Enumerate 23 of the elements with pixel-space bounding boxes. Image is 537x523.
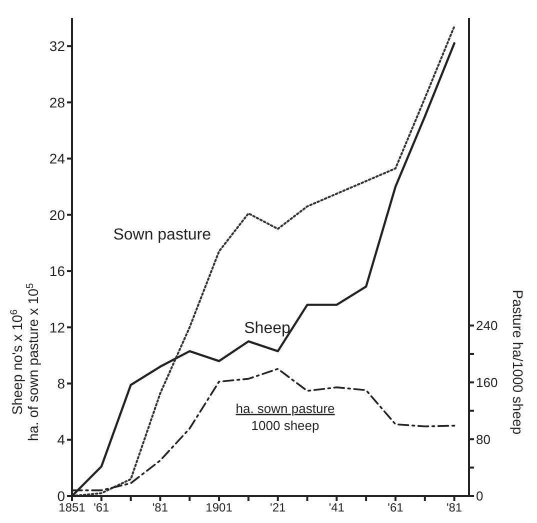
y2-tick-label: 160 xyxy=(476,374,498,390)
y-tick-label: 4 xyxy=(57,432,66,448)
y-tick-label: 12 xyxy=(49,319,66,336)
series-label: ha. sown pasture 1000 sheep xyxy=(236,400,335,433)
x-tick-label: '81 xyxy=(446,500,462,515)
y2-tick-label: 240 xyxy=(476,318,498,334)
y-tick-label: 16 xyxy=(49,263,66,280)
x-tick-label: '81 xyxy=(152,500,168,515)
y2-tick-label: 0 xyxy=(476,488,484,504)
y-tick-label: 32 xyxy=(49,38,66,54)
y-tick-label: 8 xyxy=(57,376,66,392)
x-tick-label: '61 xyxy=(388,500,404,515)
x-tick-label: '41 xyxy=(328,500,345,515)
y2-axis-title: Pasture ha/1000 sheep xyxy=(510,290,526,435)
series-label: Sown pasture xyxy=(113,226,212,244)
x-tick-label: '61 xyxy=(94,500,110,515)
x-tick-label: 1901 xyxy=(206,500,233,515)
y-tick-label: 28 xyxy=(49,94,66,110)
y-tick-label: 20 xyxy=(49,206,66,223)
y2-tick-label: 80 xyxy=(476,432,490,447)
series-label: Sheep xyxy=(244,320,290,337)
y-tick-label: 24 xyxy=(49,150,66,167)
x-tick-label: '21 xyxy=(270,500,286,515)
